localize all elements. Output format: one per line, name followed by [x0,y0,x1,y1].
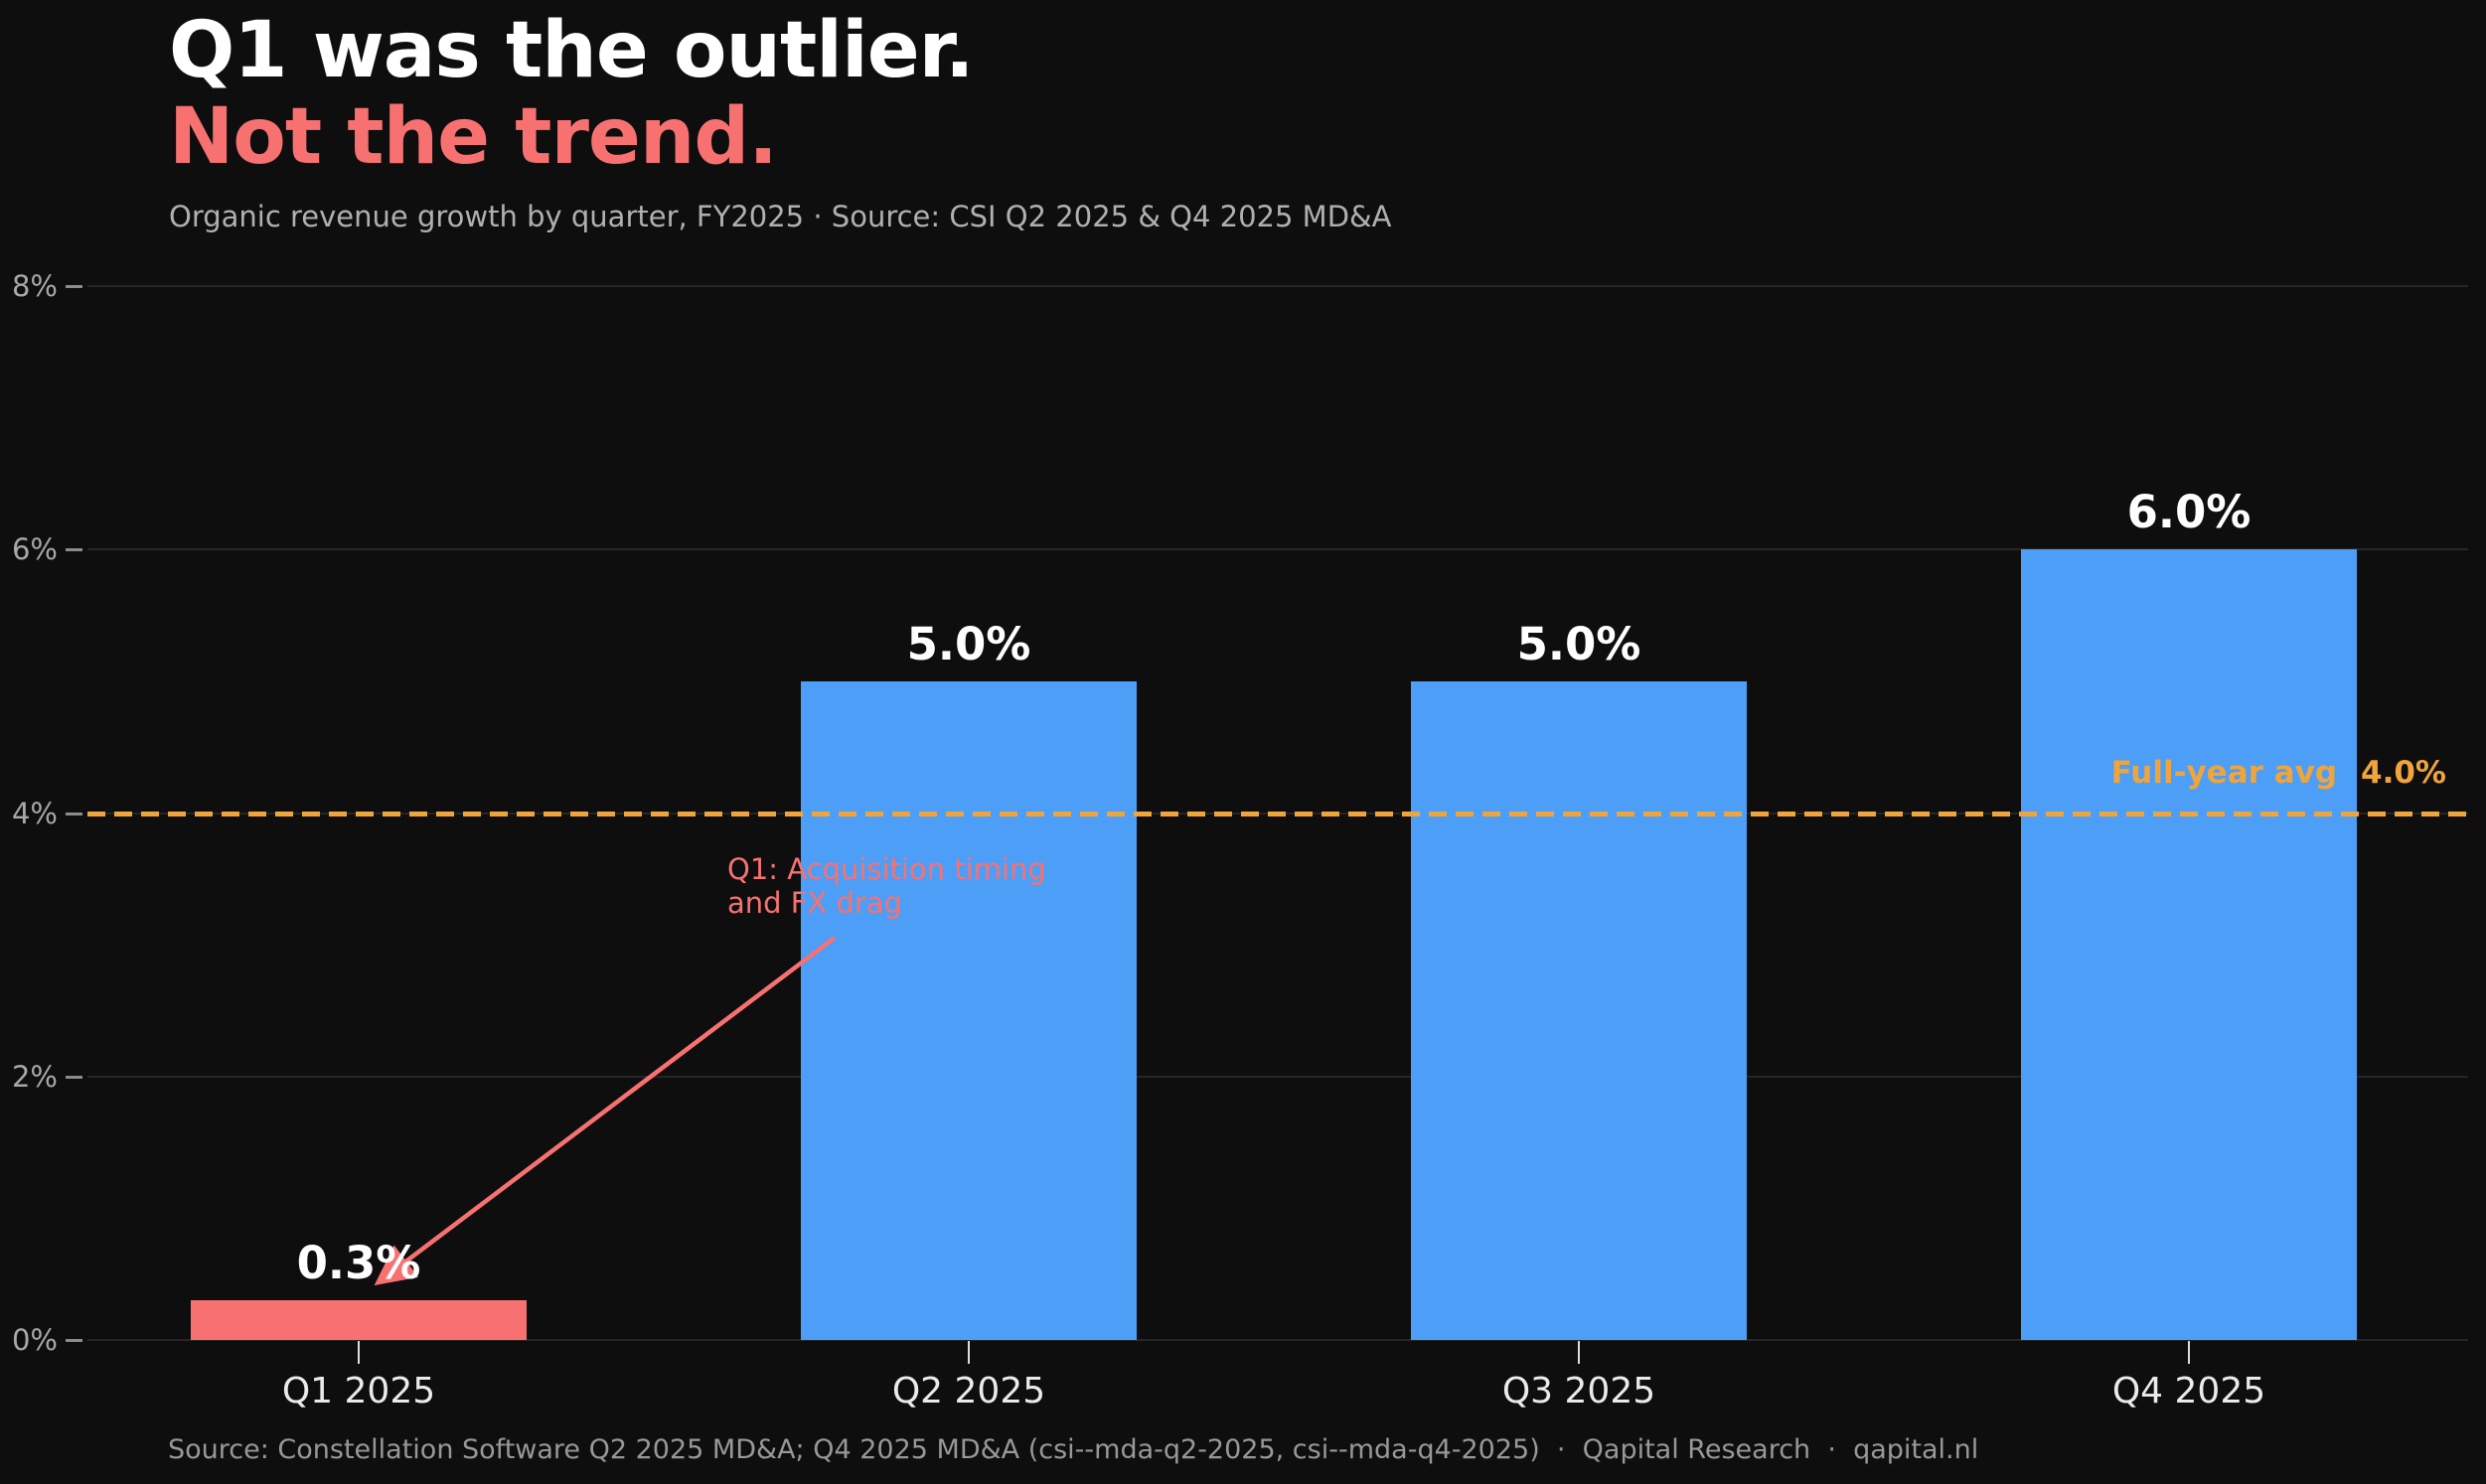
average-line-label: Full-year avg 4.0% [2111,755,2446,791]
title-block: Q1 was the outlier. Not the trend. Organ… [169,6,1392,233]
x-axis-tick-q3-2025 [1578,1340,1580,1364]
x-axis-tick-q4-2025 [2188,1340,2190,1364]
y-axis-tick-6% [66,548,82,552]
bar-q3-2025 [1411,680,1747,1340]
x-axis-label-q1-2025: Q1 2025 [281,1371,436,1411]
y-axis-label-4%: 4% [11,796,58,830]
y-axis-label-8%: 8% [11,269,58,303]
y-axis-tick-4% [66,812,82,816]
bar-q2-2025 [801,680,1137,1340]
bar-value-label-q3-2025: 5.0% [1516,617,1641,670]
average-reference-line [87,811,2468,816]
source-footer: Source: Constellation Software Q2 2025 M… [168,1434,1979,1465]
q1-annotation-text: Q1: Acquisition timing and FX drag [727,852,1046,921]
average-line-label-text: Full-year avg [2110,755,2338,791]
chart-title-line1: Q1 was the outlier. [169,6,975,95]
gridline-2% [87,1075,2468,1078]
y-axis-tick-2% [66,1075,82,1079]
x-axis-tick-q1-2025 [358,1340,360,1364]
gridline-8% [87,285,2468,287]
chart-title-line2: Not the trend. [169,92,778,183]
gridline-6% [87,548,2468,551]
bar-q1-2025 [191,1300,527,1340]
x-axis-label-q2-2025: Q2 2025 [891,1371,1046,1411]
x-axis-label-q4-2025: Q4 2025 [2111,1371,2266,1411]
bar-value-label-q2-2025: 5.0% [906,617,1031,670]
y-axis-tick-8% [66,285,82,288]
bar-q4-2025 [2021,549,2357,1340]
bar-value-label-q1-2025: 0.3% [296,1237,421,1290]
bar-value-label-q4-2025: 6.0% [2126,486,2252,539]
x-axis-tick-q2-2025 [968,1340,970,1364]
gridline-0% [87,1339,2468,1341]
y-axis-label-6%: 6% [11,532,58,567]
y-axis-label-2%: 2% [11,1059,58,1094]
y-axis-tick-0% [66,1339,82,1342]
average-line-value: 4.0% [2361,755,2446,791]
chart-subtitle: Organic revenue growth by quarter, FY202… [169,199,1392,233]
y-axis-label-0%: 0% [11,1323,58,1357]
x-axis-label-q3-2025: Q3 2025 [1501,1371,1656,1411]
